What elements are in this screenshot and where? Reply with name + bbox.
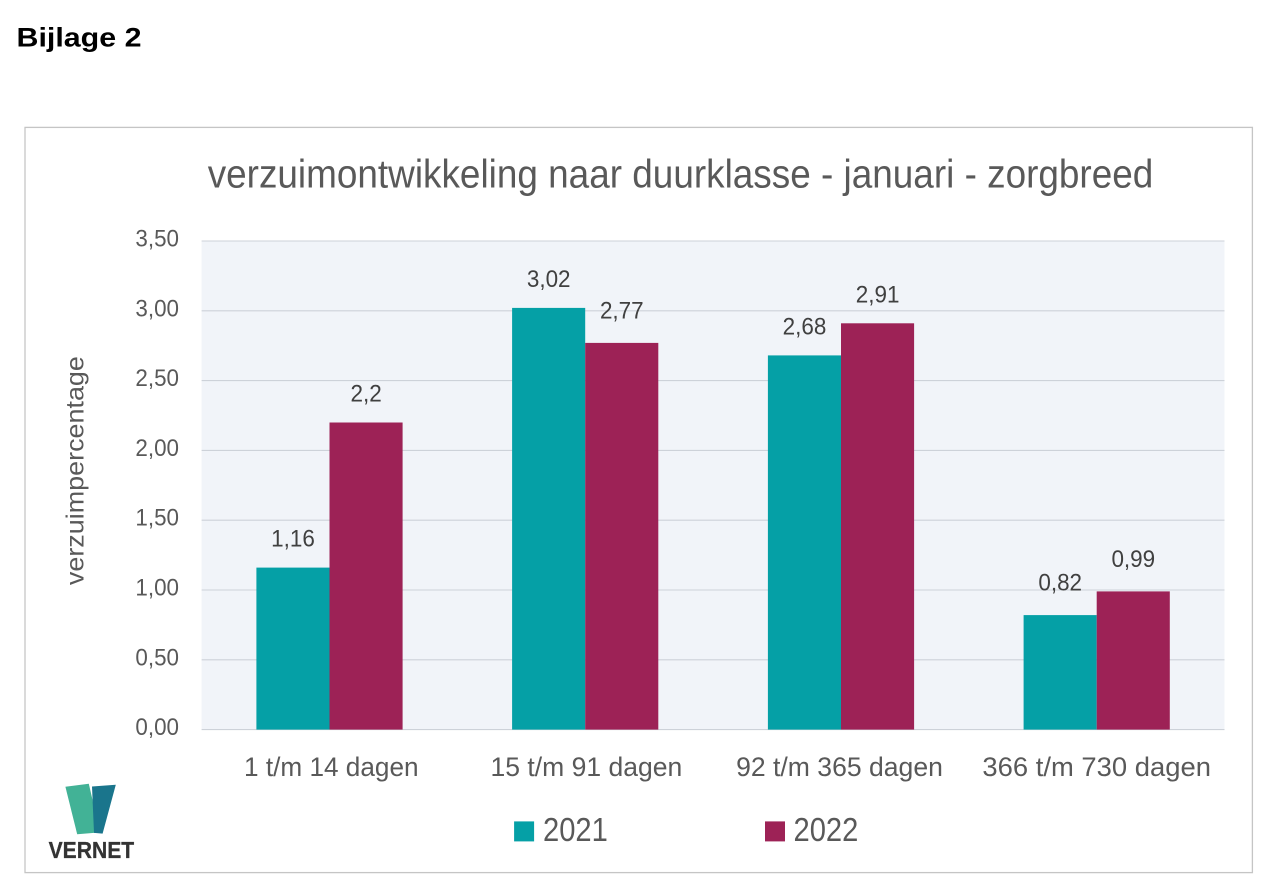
svg-text:0,99: 0,99 [1111, 546, 1155, 573]
svg-text:2,77: 2,77 [600, 298, 644, 325]
svg-text:2022: 2022 [794, 811, 859, 848]
svg-text:2,68: 2,68 [783, 313, 827, 340]
svg-text:3,00: 3,00 [135, 295, 179, 322]
svg-text:2,00: 2,00 [135, 435, 179, 462]
svg-text:VERNET: VERNET [49, 837, 135, 863]
svg-text:92 t/m 365 dagen: 92 t/m 365 dagen [736, 752, 943, 782]
svg-text:3,02: 3,02 [527, 266, 571, 293]
svg-text:1 t/m 14 dagen: 1 t/m 14 dagen [244, 752, 419, 782]
svg-text:Bijlage 2: Bijlage 2 [17, 23, 142, 53]
svg-text:366 t/m 730 dagen: 366 t/m 730 dagen [982, 752, 1211, 782]
svg-text:verzuimpercentage: verzuimpercentage [62, 356, 90, 585]
svg-text:2021: 2021 [543, 811, 608, 848]
svg-text:0,00: 0,00 [135, 714, 179, 741]
svg-text:2,50: 2,50 [135, 365, 179, 392]
svg-text:15 t/m 91 dagen: 15 t/m 91 dagen [491, 752, 683, 782]
svg-text:0,50: 0,50 [135, 644, 179, 671]
svg-text:1,16: 1,16 [271, 526, 315, 553]
svg-text:0,82: 0,82 [1038, 570, 1082, 597]
svg-text:verzuimontwikkeling naar duurk: verzuimontwikkeling naar duurklasse - ja… [208, 152, 1154, 196]
svg-text:2,2: 2,2 [350, 381, 381, 408]
svg-text:2,91: 2,91 [856, 281, 900, 308]
svg-text:1,00: 1,00 [135, 575, 179, 602]
svg-text:3,50: 3,50 [135, 226, 179, 253]
svg-text:1,50: 1,50 [135, 505, 179, 532]
